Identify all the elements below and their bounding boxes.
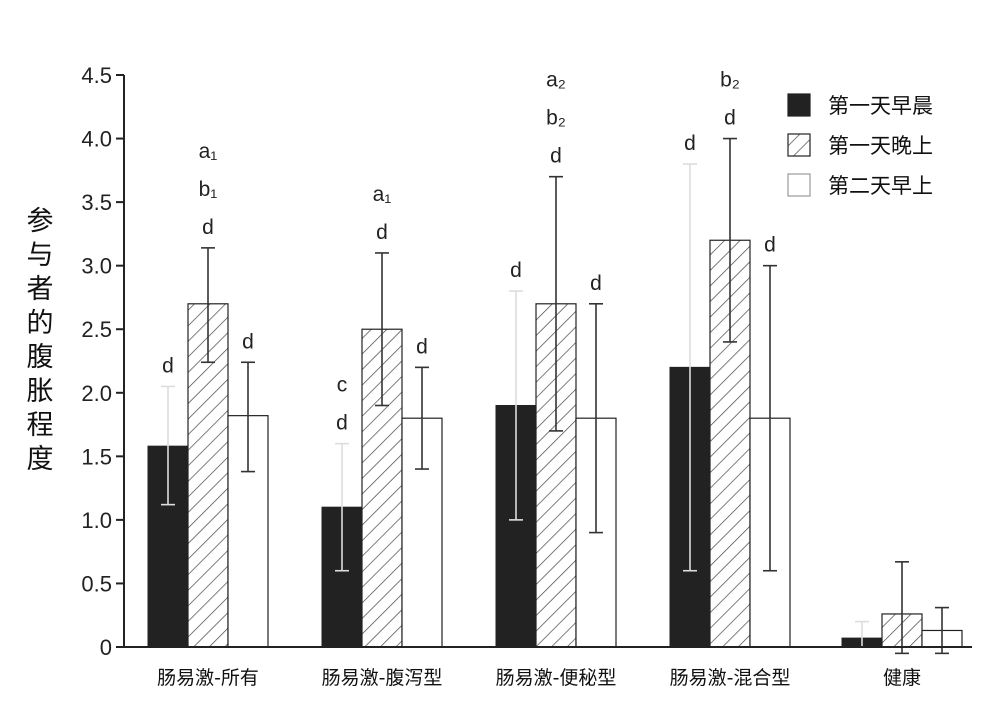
bar-annotation: d [242, 330, 254, 353]
bar-annotation: b₂ [546, 107, 566, 130]
legend-swatch [787, 173, 811, 197]
y-tick-label: 0.5 [81, 571, 112, 596]
x-category-label: 肠易激-腹泻型 [322, 667, 443, 689]
x-category-label: 健康 [883, 667, 921, 689]
y-tick-label: 1.0 [81, 508, 112, 533]
category-labels: 肠易激-所有 肠易激-腹泻型 肠易激-便秘型 肠易激-混合型 健康 [157, 667, 921, 689]
bar-annotation: d [162, 354, 174, 377]
y-tick-label: 2.5 [81, 317, 112, 342]
x-category-label: 肠易激-所有 [157, 667, 259, 689]
y-tick-label: 4.0 [81, 127, 112, 152]
bar-annotation: c [337, 374, 348, 397]
bar-annotation: d [510, 259, 522, 282]
legend-label: 第一天早晨 [828, 94, 933, 118]
bar-annotation: b₂ [720, 69, 740, 92]
bar-annotation: d [590, 272, 602, 295]
bar-annotation: d [376, 221, 388, 244]
x-category-label: 肠易激-便秘型 [496, 667, 617, 689]
x-category-label: 肠易激-混合型 [670, 667, 791, 689]
y-tick-label: 3.0 [81, 254, 112, 279]
legend-swatch [787, 133, 811, 157]
y-tick-label: 0 [100, 635, 112, 660]
bar-annotation: d [336, 412, 348, 435]
bar-annotation: a₁ [199, 140, 218, 163]
y-tick-label: 4.5 [81, 63, 112, 88]
bar-annotation: d [550, 145, 562, 168]
y-axis-ticks: 0 0.5 1.0 1.5 2.0 2.5 3.0 3.5 4.0 4.5 [81, 63, 124, 660]
bar-annotation: d [684, 132, 696, 155]
bar-annotation: a₂ [546, 69, 566, 92]
bars-layer [147, 239, 963, 648]
legend-label: 第一天晚上 [828, 134, 933, 158]
y-tick-label: 3.5 [81, 190, 112, 215]
axes [123, 75, 972, 648]
bar-annotation: d [724, 107, 736, 130]
y-tick-label: 1.5 [81, 444, 112, 469]
error-bars-layer [161, 137, 949, 655]
bar-annotation: d [202, 216, 214, 239]
bar-annotation: b₁ [199, 178, 218, 201]
bar-annotation: d [416, 335, 428, 358]
legend-label: 第二天早上 [828, 174, 933, 198]
bar-annotation: d [764, 234, 776, 257]
y-axis-label: 参与者的腹胀程度 [27, 206, 54, 475]
bar-annotation: a₁ [373, 183, 392, 206]
y-tick-label: 2.0 [81, 381, 112, 406]
legend-swatch [787, 93, 811, 117]
